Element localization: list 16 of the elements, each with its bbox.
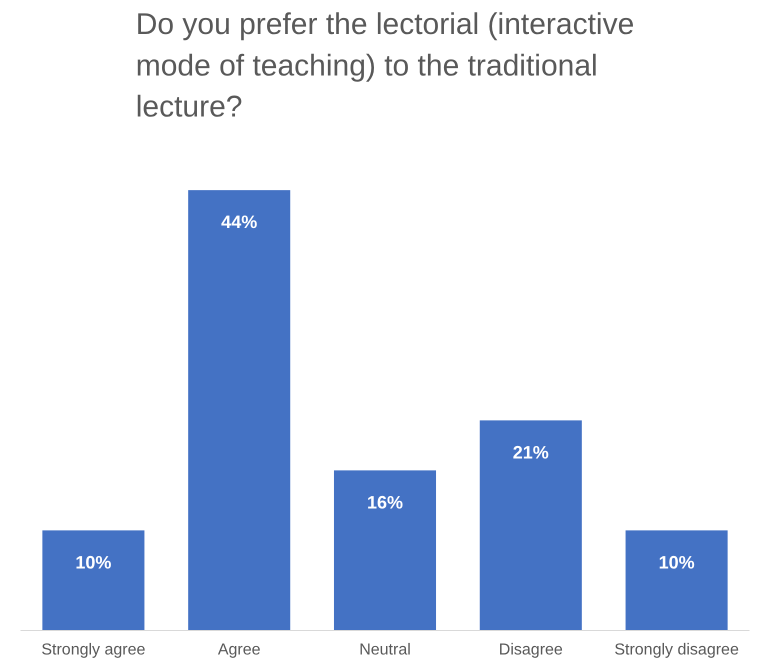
bar	[42, 530, 144, 630]
data-label: 21%	[512, 442, 549, 462]
x-tick-label: Neutral	[359, 642, 411, 658]
bar	[626, 530, 728, 630]
x-tick-label: Disagree	[498, 642, 563, 658]
data-label: 44%	[221, 212, 258, 232]
x-tick-label: Agree	[218, 642, 261, 658]
data-label: 10%	[75, 552, 112, 572]
bar	[188, 190, 290, 630]
data-label: 16%	[366, 492, 404, 512]
chart-title: Do you prefer the lectorial (interactive mode of teaching) to the traditional lecture?	[136, 8, 634, 124]
x-tick-label: Strongly disagree	[614, 642, 739, 658]
data-label: 10%	[658, 552, 695, 572]
bar	[480, 420, 582, 630]
x-tick-label: Strongly agree	[41, 642, 146, 658]
bar	[334, 470, 436, 630]
